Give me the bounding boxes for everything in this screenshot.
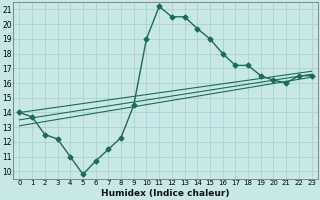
X-axis label: Humidex (Indice chaleur): Humidex (Indice chaleur) — [101, 189, 230, 198]
